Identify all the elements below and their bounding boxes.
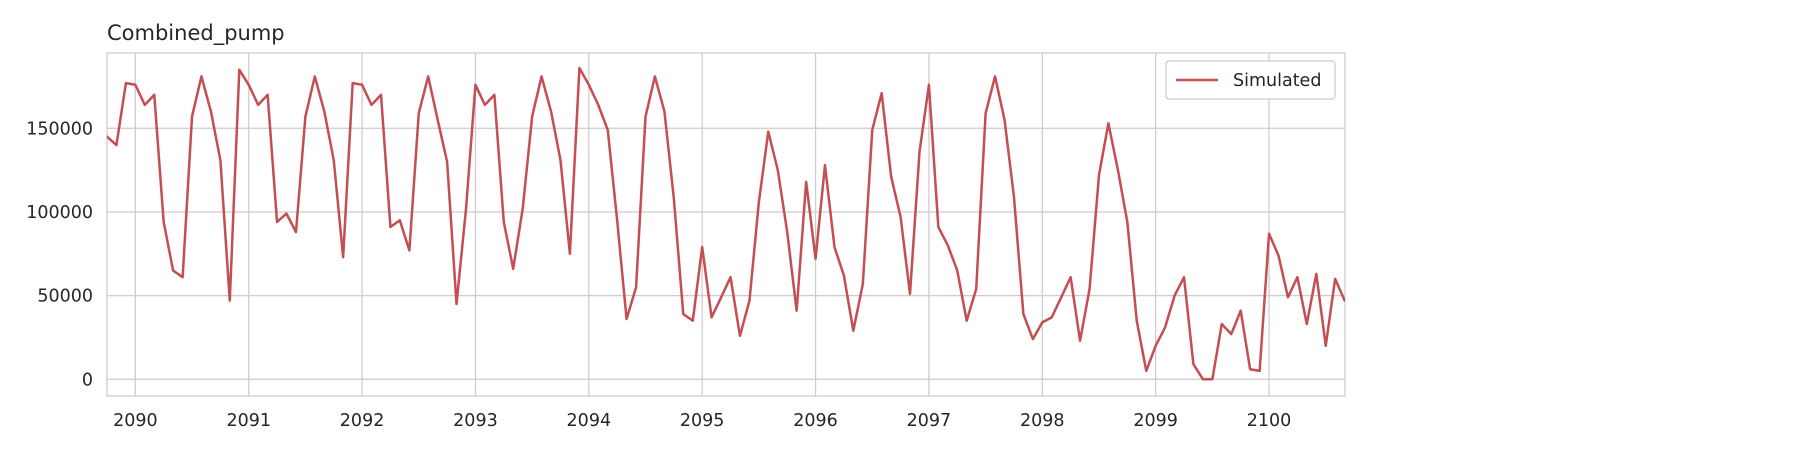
tick-labels: 2090 2091 2092 2093 2094 2095 2096 2097 2098 2099… (26, 119, 1291, 431)
chart-title: Combined_pump (107, 21, 285, 46)
x-tick-label: 2099 (1133, 411, 1178, 431)
legend: Simulated (1165, 60, 1336, 100)
y-tick-label: 150000 (26, 119, 93, 139)
series-layer (107, 66, 1345, 381)
x-tick-label: 2100 (1247, 411, 1292, 431)
y-tick-label: 50000 (37, 287, 93, 307)
x-tick-label: 2098 (1020, 411, 1065, 431)
x-tick-label: 2090 (113, 411, 158, 431)
x-tick-label: 2093 (453, 411, 498, 431)
x-tick-label: 2096 (793, 411, 838, 431)
y-tick-label: 100000 (26, 203, 93, 223)
x-tick-label: 2094 (567, 411, 612, 431)
legend-label-simulated: Simulated (1233, 71, 1321, 91)
series-line-simulated (107, 66, 1345, 381)
y-tick-label: 0 (82, 370, 93, 390)
x-tick-label: 2092 (340, 411, 385, 431)
grid-lines (107, 53, 1345, 396)
x-tick-label: 2095 (680, 411, 725, 431)
x-tick-label: 2097 (907, 411, 952, 431)
plot-area (106, 52, 1346, 397)
legend-box (1165, 60, 1336, 100)
x-tick-label: 2091 (226, 411, 271, 431)
